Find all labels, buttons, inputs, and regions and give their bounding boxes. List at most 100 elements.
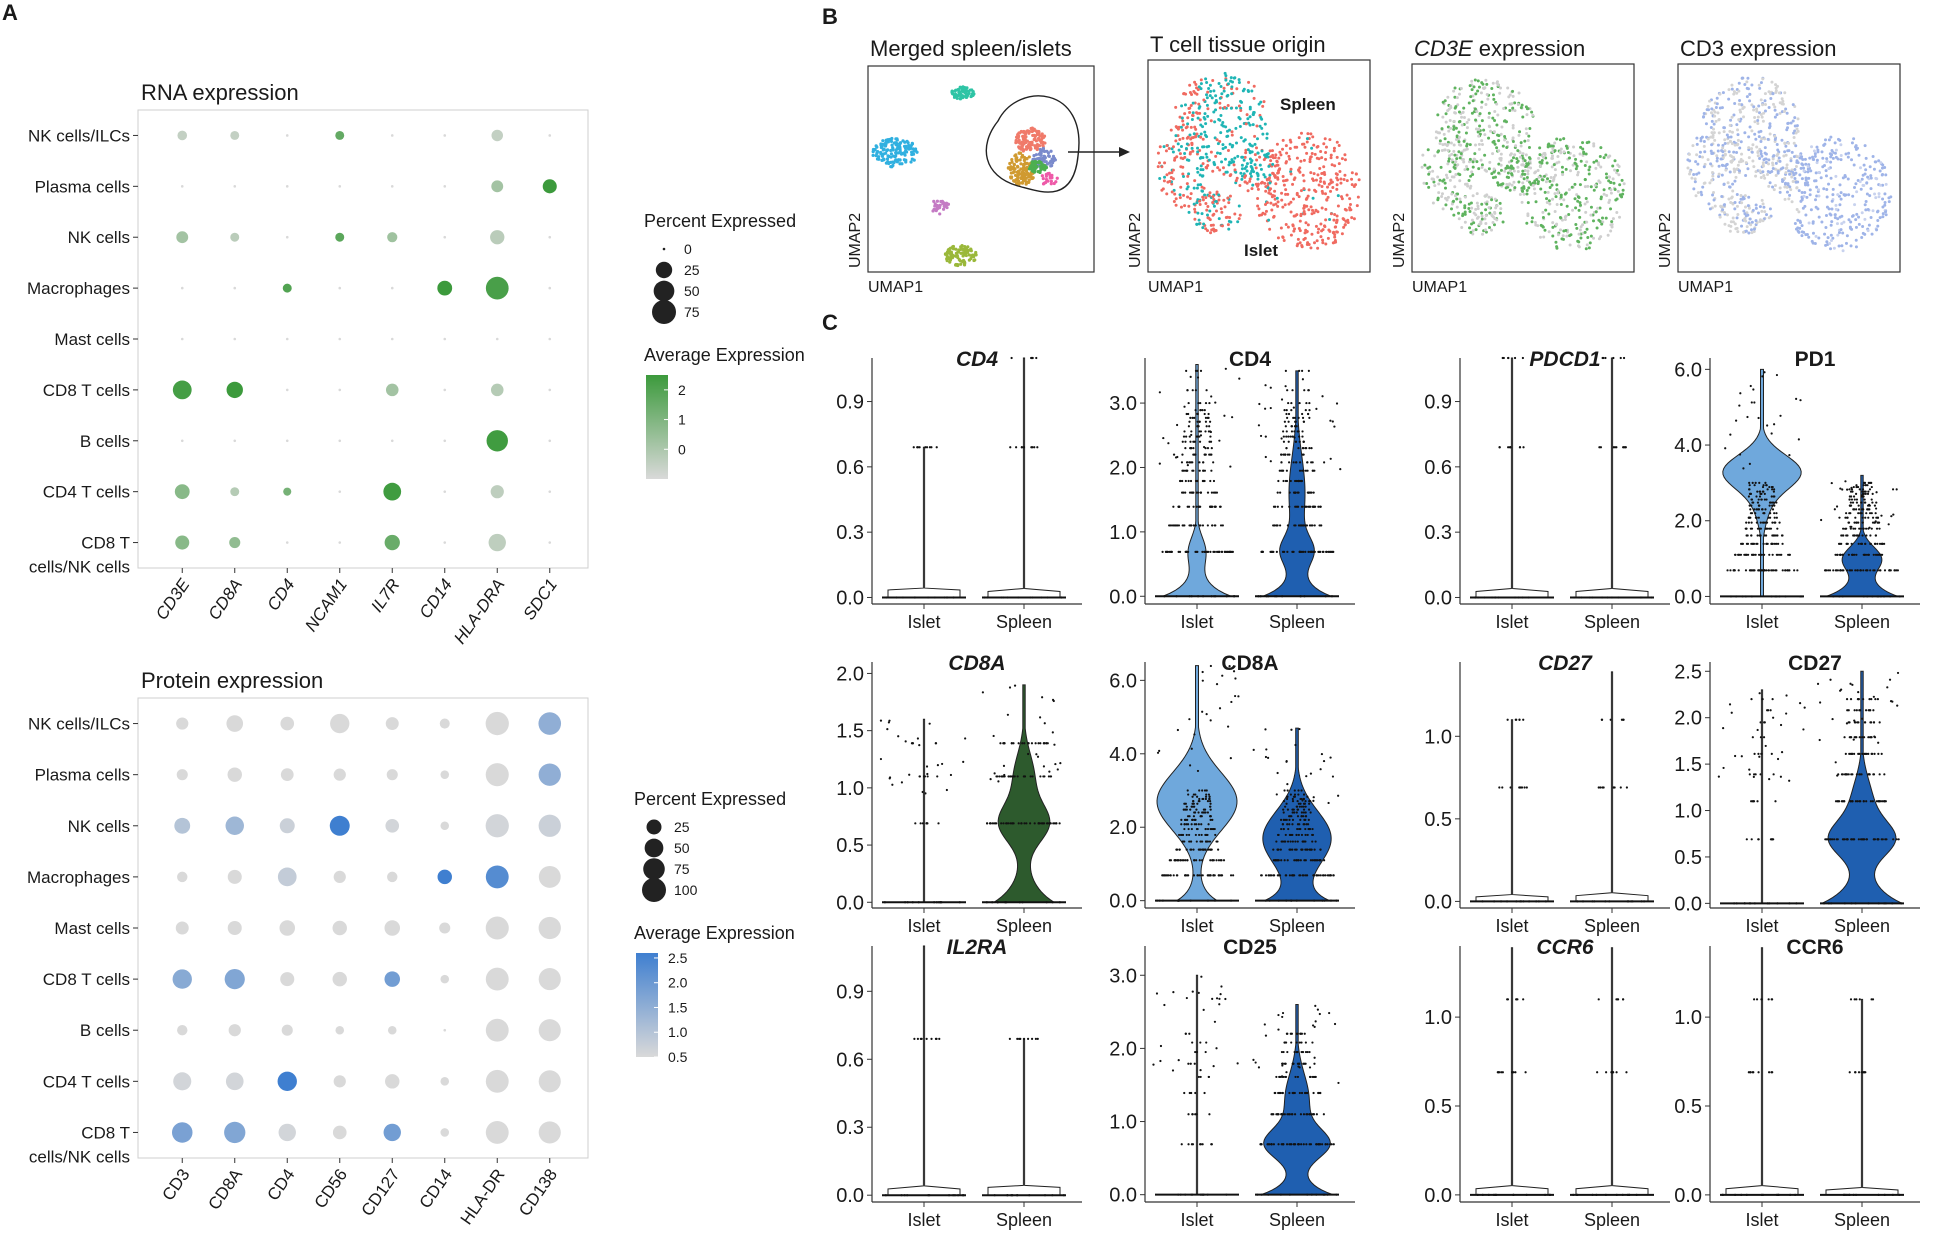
umap-tcell bbox=[1264, 203, 1268, 207]
umap-tcell bbox=[1804, 213, 1808, 217]
umap-tcell bbox=[1322, 142, 1326, 146]
rna-dot bbox=[443, 134, 447, 137]
violin-point bbox=[926, 775, 929, 778]
umap-tcell bbox=[1324, 207, 1328, 211]
violin-point bbox=[1846, 542, 1849, 545]
violin-point bbox=[1298, 440, 1301, 443]
umap-tcell bbox=[1478, 112, 1482, 116]
umap-tcell bbox=[1471, 99, 1475, 103]
umap-tcell bbox=[1543, 151, 1547, 155]
protein-legend-size-dot bbox=[646, 819, 662, 835]
umap-tcell bbox=[1833, 213, 1837, 217]
umap-tcell bbox=[1176, 142, 1180, 146]
umap-tcell bbox=[1168, 171, 1172, 175]
umap-tcell bbox=[1317, 183, 1321, 187]
violin-point bbox=[1212, 461, 1215, 464]
umap-tcell bbox=[1238, 183, 1242, 187]
umap-tcell bbox=[1553, 192, 1557, 196]
umap-tcell bbox=[1523, 159, 1527, 163]
umap-tcell bbox=[1866, 175, 1870, 179]
umap-tcell bbox=[1465, 126, 1469, 130]
umap-tcell bbox=[1452, 119, 1456, 123]
umap-tcell bbox=[1706, 158, 1710, 162]
protein-row-label-line2: cells/NK cells bbox=[29, 1147, 130, 1166]
violin-point bbox=[1874, 542, 1877, 545]
umap-tcell bbox=[1335, 183, 1339, 187]
umap-tcell bbox=[1800, 190, 1804, 194]
umap-tcell bbox=[1467, 179, 1471, 183]
violin-point bbox=[1192, 447, 1195, 450]
violin-point bbox=[1302, 550, 1305, 553]
umap-tcell bbox=[1489, 228, 1493, 232]
violin-point bbox=[1202, 469, 1205, 472]
violin-point bbox=[1771, 508, 1775, 511]
violin-point bbox=[1599, 446, 1603, 449]
umap-tcell bbox=[1316, 144, 1320, 148]
umap-tcell bbox=[1773, 105, 1777, 109]
violin-point bbox=[1781, 569, 1784, 572]
umap-tcell bbox=[1169, 176, 1173, 180]
umap-tcell bbox=[1245, 162, 1249, 166]
violin-point bbox=[1744, 553, 1747, 556]
umap-tcell bbox=[1732, 90, 1736, 94]
umap-cell bbox=[958, 259, 962, 263]
umap-tcell bbox=[1222, 86, 1226, 90]
umap-cell bbox=[1019, 129, 1023, 134]
violin-point bbox=[1188, 420, 1191, 423]
umap-tcell bbox=[1268, 176, 1272, 180]
protein-dot bbox=[485, 1018, 509, 1042]
violin-point bbox=[1301, 435, 1304, 438]
umap-tcell bbox=[1269, 187, 1273, 191]
umap-tcell bbox=[1506, 171, 1510, 175]
umap-tcell bbox=[1198, 173, 1202, 177]
violin-outlier bbox=[1748, 462, 1751, 465]
violin-point bbox=[1297, 430, 1300, 433]
umap-tcell bbox=[1730, 130, 1734, 134]
umap-cell bbox=[1014, 178, 1018, 182]
panel-label-c: C bbox=[822, 310, 838, 335]
umap-tcell bbox=[1723, 222, 1727, 226]
umap-tcell bbox=[1768, 122, 1772, 126]
umap-tcell bbox=[1729, 159, 1733, 163]
umap-tcell bbox=[1738, 99, 1742, 103]
umap-cell bbox=[900, 162, 904, 166]
umap-tcell bbox=[1759, 149, 1763, 153]
violin-point bbox=[1867, 481, 1870, 484]
umap-tcell bbox=[1322, 165, 1326, 169]
umap-tcell bbox=[1468, 226, 1472, 230]
umap-tcell bbox=[1602, 156, 1606, 160]
umap-tcell bbox=[1438, 141, 1442, 145]
umap-cell bbox=[1022, 177, 1026, 181]
rna-dot bbox=[548, 439, 552, 443]
umap-tcell bbox=[1724, 168, 1728, 172]
umap-tcell bbox=[1559, 193, 1563, 197]
umap-tcell bbox=[1190, 92, 1194, 96]
umap-tcell bbox=[1585, 227, 1589, 231]
umap-tcell bbox=[1760, 115, 1764, 119]
umap-tcell bbox=[1555, 137, 1559, 141]
violin-point bbox=[1747, 521, 1750, 524]
umap-tcell bbox=[1311, 177, 1315, 181]
violin-y-tick-label: 0.5 bbox=[836, 835, 864, 857]
umap-tcell bbox=[1544, 208, 1548, 212]
umap-cell bbox=[1022, 129, 1026, 134]
violin-outlier bbox=[1264, 435, 1267, 438]
umap-tcell bbox=[1695, 172, 1699, 176]
umap-tcell bbox=[1510, 159, 1514, 163]
violin-point bbox=[1310, 550, 1313, 553]
umap-tcell bbox=[1230, 158, 1234, 162]
umap-tcell bbox=[1811, 155, 1815, 159]
violin-point bbox=[1187, 425, 1190, 428]
umap-tcell bbox=[1472, 157, 1476, 161]
violin-point bbox=[916, 446, 920, 449]
umap-tcell bbox=[1699, 139, 1703, 143]
umap-tcell bbox=[1212, 212, 1216, 216]
violin-point bbox=[1288, 491, 1291, 494]
umap-tcell bbox=[1209, 150, 1213, 154]
violin-point bbox=[1302, 440, 1306, 443]
panel-label-b: B bbox=[822, 4, 838, 29]
umap-tcell bbox=[1331, 185, 1335, 189]
violin-outlier bbox=[1761, 375, 1764, 378]
umap-tcell bbox=[1214, 94, 1218, 98]
